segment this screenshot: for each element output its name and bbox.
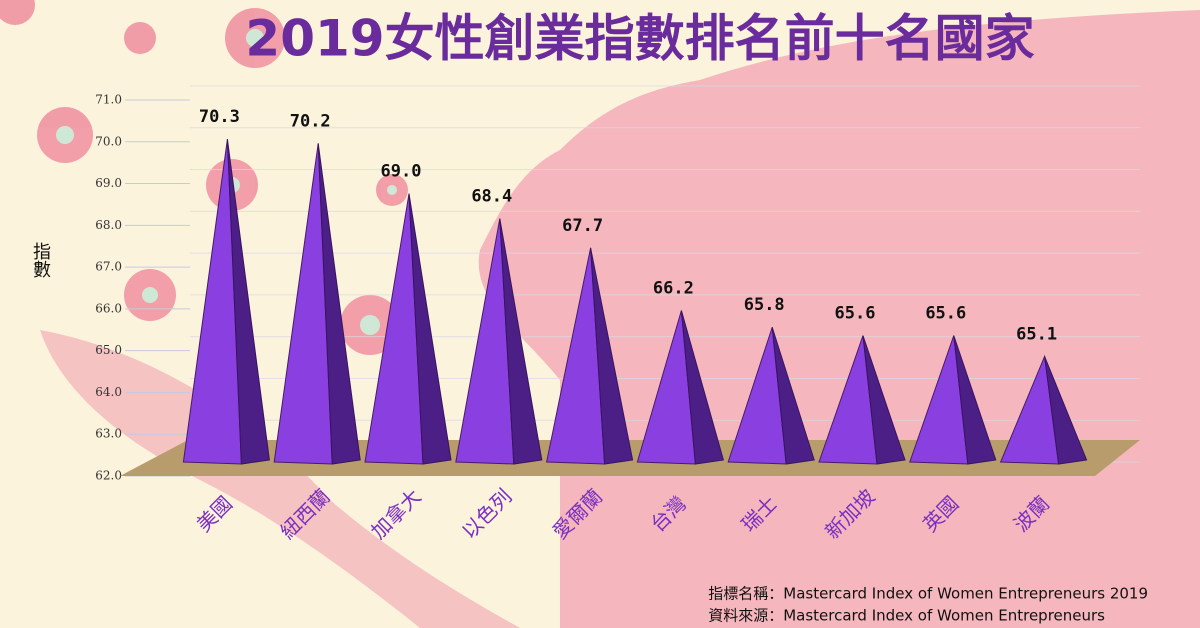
chart-title: 2019女性創業指數排名前十名國家 <box>245 10 1034 68</box>
note: 資料來源：Mastercard Index of Women Entrepren… <box>708 607 1105 625</box>
pyramid <box>636 310 725 465</box>
y-tick-label: 64.0 <box>95 385 122 399</box>
y-tick-label: 70.0 <box>95 134 122 148</box>
y-axis-label: 指數 <box>30 242 51 278</box>
value-label: 70.2 <box>290 111 331 131</box>
value-label: 65.6 <box>925 304 966 324</box>
value-label: 70.3 <box>199 107 240 127</box>
y-tick-label: 71.0 <box>95 93 122 107</box>
pyramid-side <box>953 335 997 465</box>
value-label: 69.0 <box>381 162 422 182</box>
pyramid-side <box>226 139 270 465</box>
pyramid <box>273 143 361 465</box>
pyramid <box>455 218 543 465</box>
pyramid-side <box>680 310 725 465</box>
y-tick-label: 67.0 <box>95 260 122 274</box>
pyramid <box>364 193 452 465</box>
y-tick-label: 69.0 <box>95 176 122 190</box>
pyramid-side <box>1044 356 1088 465</box>
pyramid-side <box>590 247 634 465</box>
y-tick-label: 68.0 <box>95 218 122 232</box>
pyramid-side <box>317 143 361 465</box>
value-label: 65.8 <box>744 295 785 315</box>
decor-hand <box>40 330 520 628</box>
pyramid <box>545 247 634 465</box>
value-label: 67.7 <box>562 216 603 236</box>
pyramid-side <box>862 335 906 465</box>
y-tick-label: 65.0 <box>95 343 122 357</box>
note: 指標名稱：Mastercard Index of Women Entrepren… <box>708 585 1148 603</box>
pyramid <box>999 354 1088 465</box>
y-tick-label: 66.0 <box>95 301 122 315</box>
pyramid <box>727 327 815 465</box>
value-label: 65.1 <box>1016 324 1057 344</box>
pyramid <box>909 335 997 465</box>
y-tick-label: 62.0 <box>95 469 122 483</box>
pyramid <box>818 335 906 465</box>
pyramid-side <box>408 193 452 465</box>
value-label: 68.4 <box>471 187 512 207</box>
value-label: 66.2 <box>653 279 694 299</box>
pyramid-side <box>771 327 815 465</box>
y-tick-label: 63.0 <box>95 427 122 441</box>
pyramid-side <box>499 218 543 465</box>
pyramid <box>182 139 270 465</box>
value-label: 65.6 <box>835 304 876 324</box>
